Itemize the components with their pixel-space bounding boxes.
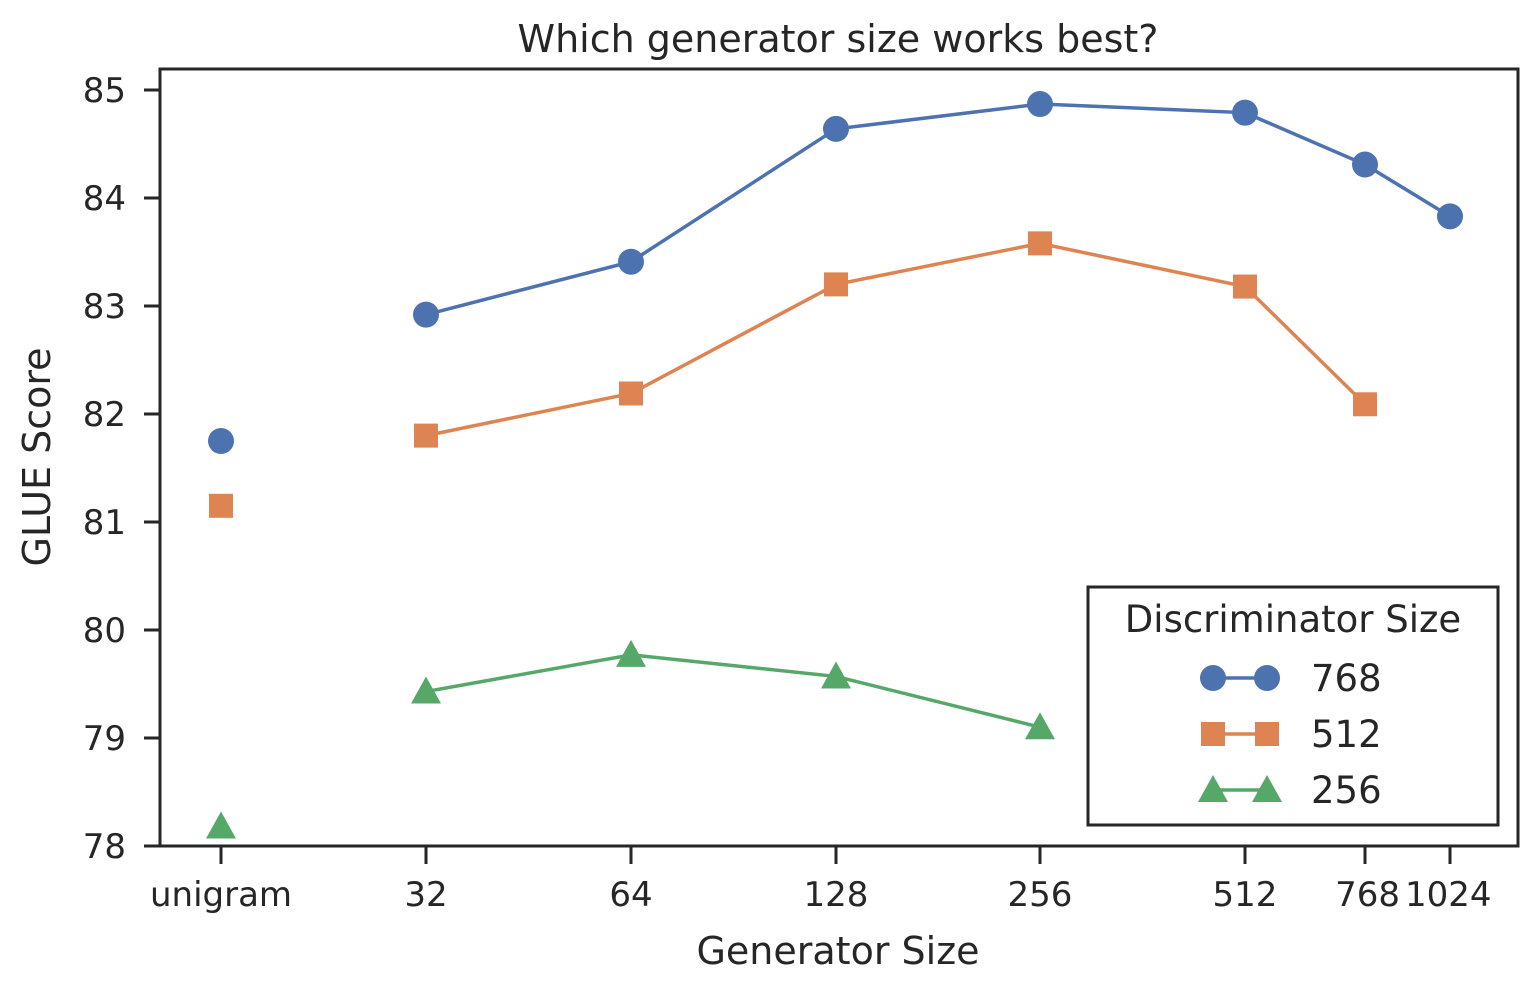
y-tick-label: 83 bbox=[83, 287, 126, 327]
legend-box bbox=[1086, 585, 1500, 827]
data-point-768-256 bbox=[1027, 91, 1053, 118]
legend-items: 768 512 256 bbox=[1198, 657, 1382, 812]
data-point-768-128 bbox=[823, 115, 849, 142]
x-tick-label: 128 bbox=[804, 875, 869, 915]
x-axis-title: Generator Size bbox=[696, 929, 979, 973]
legend-marker bbox=[1198, 775, 1228, 802]
x-tick-label: 32 bbox=[404, 875, 447, 915]
series-768 bbox=[208, 91, 1463, 454]
y-tick-label: 82 bbox=[83, 395, 126, 435]
data-point-256-32 bbox=[411, 676, 441, 704]
data-point-512-128 bbox=[824, 272, 848, 297]
series-layer bbox=[206, 91, 1463, 839]
data-point-768-768 bbox=[1352, 151, 1378, 178]
legend-marker bbox=[1255, 722, 1279, 746]
y-tick-label: 85 bbox=[83, 71, 126, 111]
x-tick-label: 1024 bbox=[1405, 875, 1492, 915]
legend-title: Discriminator Size bbox=[1125, 598, 1461, 641]
y-tick-label: 78 bbox=[83, 827, 126, 867]
data-point-512-unigram bbox=[209, 493, 233, 518]
legend: Discriminator Size 768 512 256 bbox=[1086, 585, 1500, 827]
legend-item-768: 768 bbox=[1200, 657, 1382, 700]
legend-item-256: 256 bbox=[1198, 769, 1382, 812]
data-point-512-768 bbox=[1353, 392, 1377, 417]
data-point-256-128 bbox=[821, 661, 851, 689]
data-point-512-64 bbox=[619, 381, 643, 406]
series-256 bbox=[206, 639, 1055, 839]
data-point-256-64 bbox=[616, 639, 646, 667]
legend-marker bbox=[1252, 775, 1282, 802]
x-tick-label: 64 bbox=[609, 875, 652, 915]
legend-marker bbox=[1200, 665, 1226, 691]
data-point-768-unigram bbox=[208, 428, 234, 454]
x-tick-label: 256 bbox=[1008, 875, 1073, 915]
legend-marker bbox=[1201, 722, 1225, 746]
legend-marker bbox=[1254, 665, 1280, 691]
x-tick-label: 768 bbox=[1335, 875, 1400, 915]
data-point-768-32 bbox=[413, 301, 439, 328]
legend-label: 256 bbox=[1311, 769, 1382, 812]
data-point-512-512 bbox=[1233, 274, 1257, 299]
series-512 bbox=[209, 231, 1377, 518]
y-tick-label: 81 bbox=[83, 503, 126, 543]
chart-title: Which generator size works best? bbox=[518, 17, 1159, 61]
legend-item-512: 512 bbox=[1201, 713, 1382, 756]
series-line-768 bbox=[425, 102, 1451, 317]
x-tick-label: unigram bbox=[150, 875, 292, 915]
y-tick-label: 84 bbox=[83, 179, 126, 219]
data-point-768-1024 bbox=[1437, 203, 1463, 230]
y-axis-title: GLUE Score bbox=[15, 347, 59, 566]
legend-label: 512 bbox=[1311, 713, 1382, 756]
data-point-256-256 bbox=[1025, 712, 1055, 740]
data-point-256-unigram bbox=[206, 811, 236, 839]
x-tick-label: 512 bbox=[1213, 875, 1278, 915]
y-tick-label: 80 bbox=[83, 611, 126, 651]
y-tick-label: 79 bbox=[83, 719, 126, 759]
data-point-768-512 bbox=[1232, 99, 1258, 126]
y-axis: 78 79 80 81 82 83 84 85 bbox=[83, 71, 160, 867]
x-axis: unigram 32 64 128 256 512 768 1024 bbox=[150, 846, 1492, 915]
data-point-768-64 bbox=[618, 248, 644, 275]
data-point-512-256 bbox=[1028, 231, 1052, 256]
series-line-512 bbox=[425, 241, 1367, 438]
series-line-256 bbox=[425, 653, 1041, 729]
legend-label: 768 bbox=[1311, 657, 1382, 700]
data-point-512-32 bbox=[414, 423, 438, 448]
plot-frame bbox=[158, 67, 1520, 848]
